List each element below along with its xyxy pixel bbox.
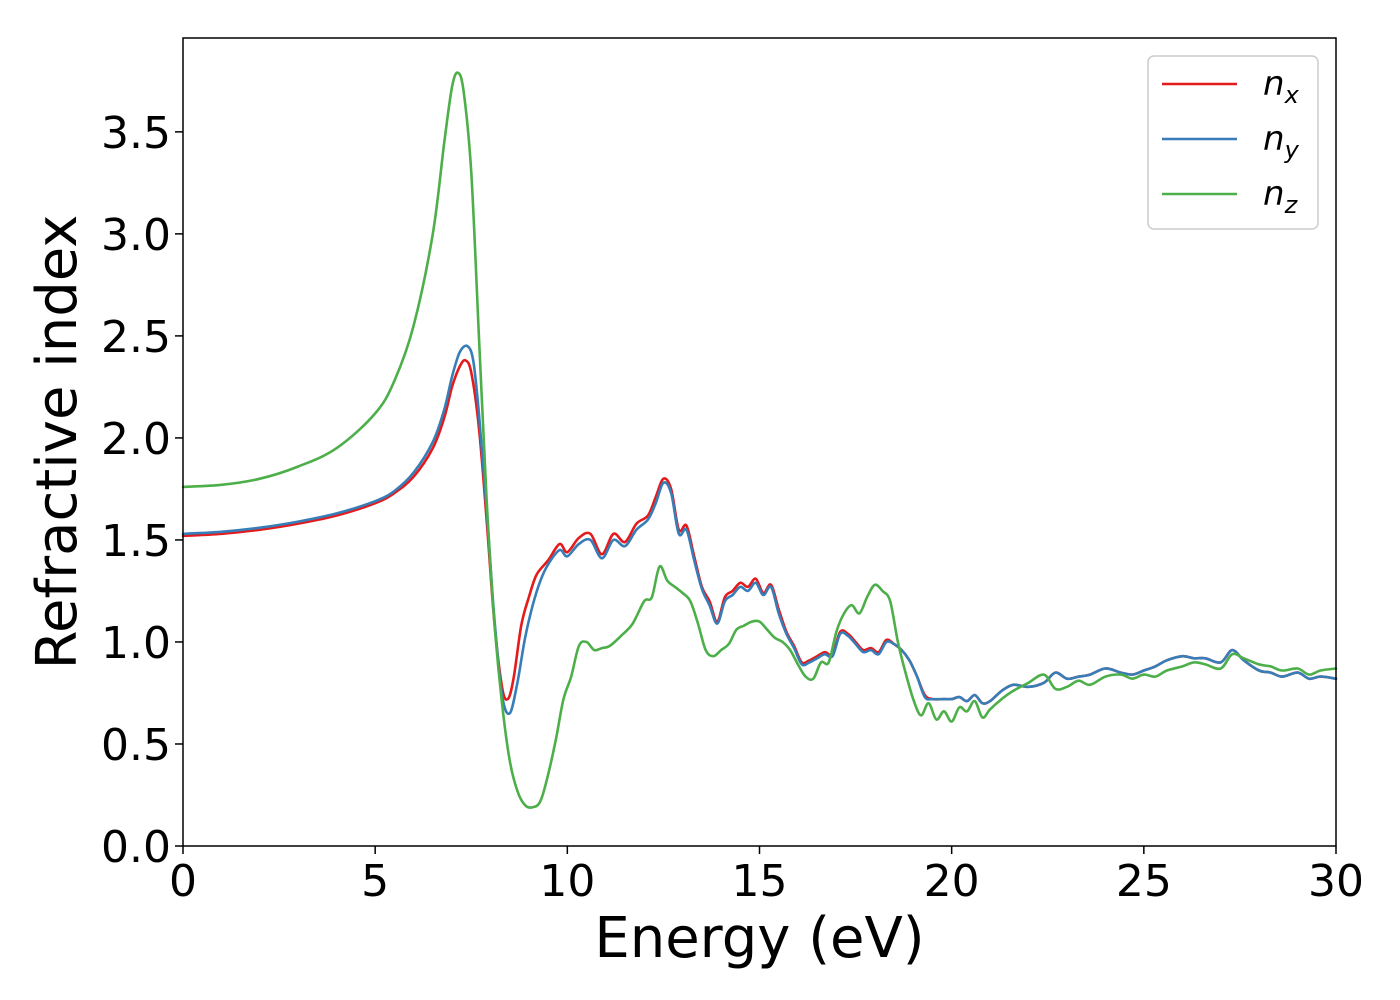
legend-label-subscript: z bbox=[1284, 191, 1299, 219]
x-axis-title: Energy (eV) bbox=[594, 906, 924, 971]
series-line-nx bbox=[181, 358, 1338, 705]
ticks-layer: 0 5 10 15 20 25 30 0.0 0.5 1.0 1.5 2.0 2.5 3.0 3.5 bbox=[101, 108, 1364, 907]
y-tick-label: 3.5 bbox=[101, 108, 171, 159]
legend-label-base: n bbox=[1263, 119, 1285, 159]
y-tick-label: 0.0 bbox=[101, 822, 171, 873]
x-tick-label: 5 bbox=[361, 856, 389, 907]
legend-box bbox=[1147, 55, 1319, 230]
legend-label-nz: nz bbox=[1263, 174, 1299, 219]
legend-label-ny: ny bbox=[1263, 119, 1300, 164]
legend-label-subscript: y bbox=[1284, 136, 1300, 164]
y-tick-label: 3.0 bbox=[101, 210, 171, 261]
y-tick-label: 2.0 bbox=[101, 414, 171, 465]
x-tick-label: 10 bbox=[539, 856, 595, 907]
y-axis-title: Refractive index bbox=[25, 215, 90, 670]
x-tick-label: 30 bbox=[1308, 856, 1364, 907]
y-tick-label: 2.5 bbox=[101, 312, 171, 363]
x-tick-label: 0 bbox=[169, 856, 197, 907]
x-tick-label: 20 bbox=[924, 856, 980, 907]
series-line-nz bbox=[181, 71, 1338, 809]
x-tick-label: 15 bbox=[732, 856, 788, 907]
y-tick-label: 1.0 bbox=[101, 618, 171, 669]
x-tick-label: 25 bbox=[1116, 856, 1172, 907]
series-line-ny bbox=[181, 344, 1338, 716]
legend-label-subscript: x bbox=[1284, 81, 1300, 109]
y-tick-label: 1.5 bbox=[101, 516, 171, 567]
legend-label-base: n bbox=[1263, 64, 1285, 104]
y-tick-label: 0.5 bbox=[101, 720, 171, 771]
legend-label-base: n bbox=[1263, 174, 1285, 214]
legend-label-nx: nx bbox=[1263, 64, 1300, 109]
series-layer bbox=[181, 71, 1338, 809]
